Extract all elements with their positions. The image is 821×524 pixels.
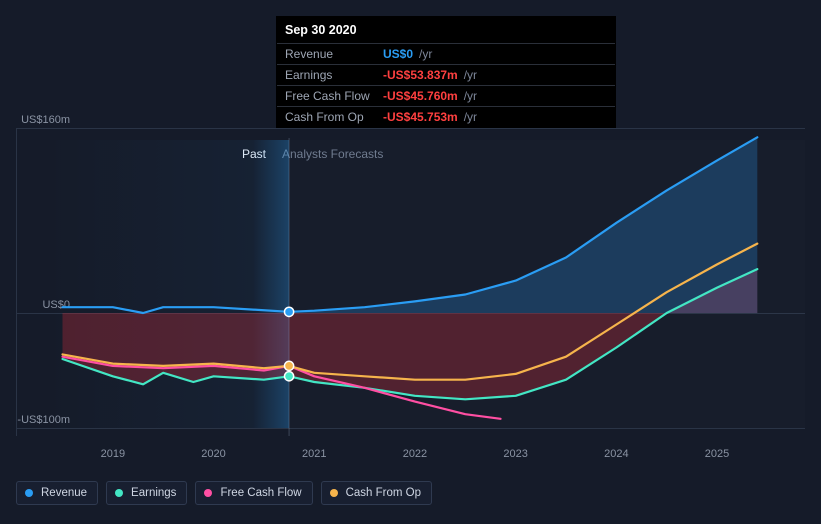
legend-label: Free Cash Flow (220, 487, 301, 499)
hover-marker-revenue (284, 307, 293, 316)
legend-swatch (204, 489, 212, 497)
hover-marker-cfo (284, 361, 293, 370)
hover-marker-earnings (284, 372, 293, 381)
plot-svg[interactable] (16, 0, 805, 465)
legend-label: Earnings (131, 487, 176, 499)
legend-swatch (330, 489, 338, 497)
legend-label: Revenue (41, 487, 87, 499)
legend: Revenue Earnings Free Cash Flow Cash From O… (16, 481, 432, 505)
legend-label: Cash From Op (346, 487, 421, 499)
legend-swatch (25, 489, 33, 497)
legend-swatch (115, 489, 123, 497)
legend-item-cfo[interactable]: Cash From Op (321, 481, 432, 505)
earnings-forecast-chart: Sep 30 2020 RevenueUS$0/yrEarnings-US$53… (0, 0, 821, 524)
legend-item-fcf[interactable]: Free Cash Flow (195, 481, 312, 505)
legend-item-earnings[interactable]: Earnings (106, 481, 187, 505)
legend-item-revenue[interactable]: Revenue (16, 481, 98, 505)
